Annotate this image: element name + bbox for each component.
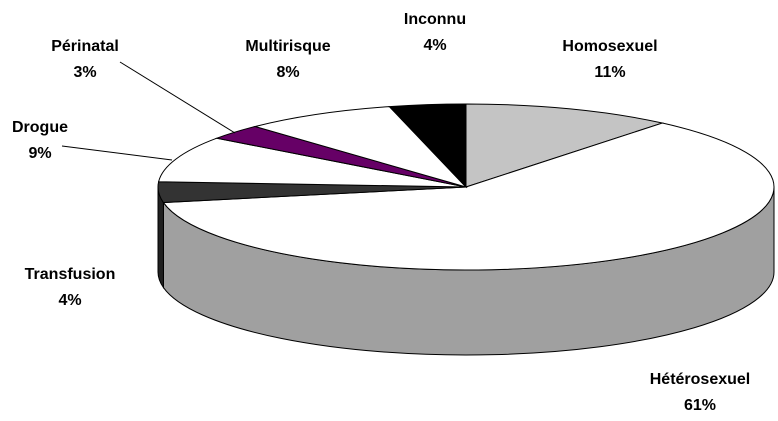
slice-label: Inconnu bbox=[404, 11, 466, 28]
leader-line bbox=[61, 145, 173, 161]
slice-label: Transfusion bbox=[25, 266, 116, 283]
slice-label: Multirisque bbox=[245, 38, 330, 55]
slice-value-label: 8% bbox=[276, 64, 299, 81]
slice bbox=[253, 106, 468, 188]
slice-label: Périnatal bbox=[51, 38, 119, 55]
slice-label: Homosexuel bbox=[562, 38, 657, 55]
leader-line bbox=[119, 61, 236, 134]
slice bbox=[465, 103, 665, 188]
slice-value-label: 4% bbox=[423, 37, 446, 54]
slice-value-label: 61% bbox=[684, 397, 716, 414]
slice-value-label: 3% bbox=[73, 64, 96, 81]
slice bbox=[162, 122, 775, 271]
slice-value-label: 9% bbox=[28, 145, 51, 162]
slice-label: Hétérosexuel bbox=[650, 371, 751, 388]
slice bbox=[157, 137, 467, 188]
slice-label: Drogue bbox=[12, 119, 68, 136]
slice-value-label: 4% bbox=[58, 292, 81, 309]
slice-value-label: 11% bbox=[594, 64, 625, 81]
slice bbox=[388, 103, 467, 189]
